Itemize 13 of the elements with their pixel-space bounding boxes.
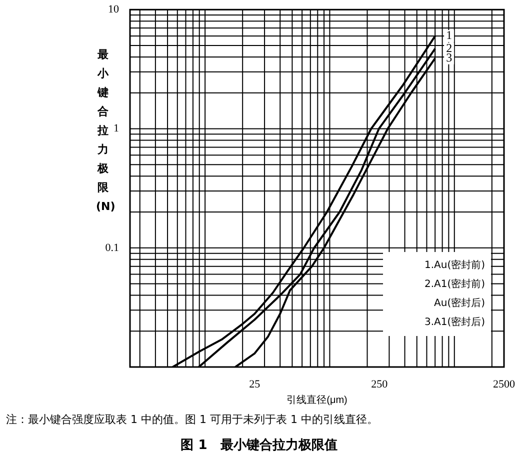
y-tick-label: 0.1 [105, 242, 119, 254]
y-tick-label: 1 [114, 122, 119, 135]
x-tick-label: 250 [371, 378, 388, 390]
x-tick-label: 2500 [493, 378, 516, 390]
x-axis-title: 引线直径(μm) [286, 394, 348, 406]
text: 图 1 最小键合拉力极限值 [180, 437, 338, 454]
x-tick-label: 25 [249, 378, 261, 390]
series-label: 2 [446, 40, 452, 55]
text-box: 1.Au(密封前) 2.A1(密封前) Au(密封后) 3.A1(密封后) [383, 252, 491, 336]
y-tick-label: 10 [108, 3, 120, 16]
series-label: 1 [446, 28, 452, 42]
text: 注：最小键合强度应取表 1 中的值。图 1 可用于未列于表 1 中的引线直径。 [6, 412, 378, 427]
text: 最小键合拉力极限(N) [96, 48, 116, 213]
